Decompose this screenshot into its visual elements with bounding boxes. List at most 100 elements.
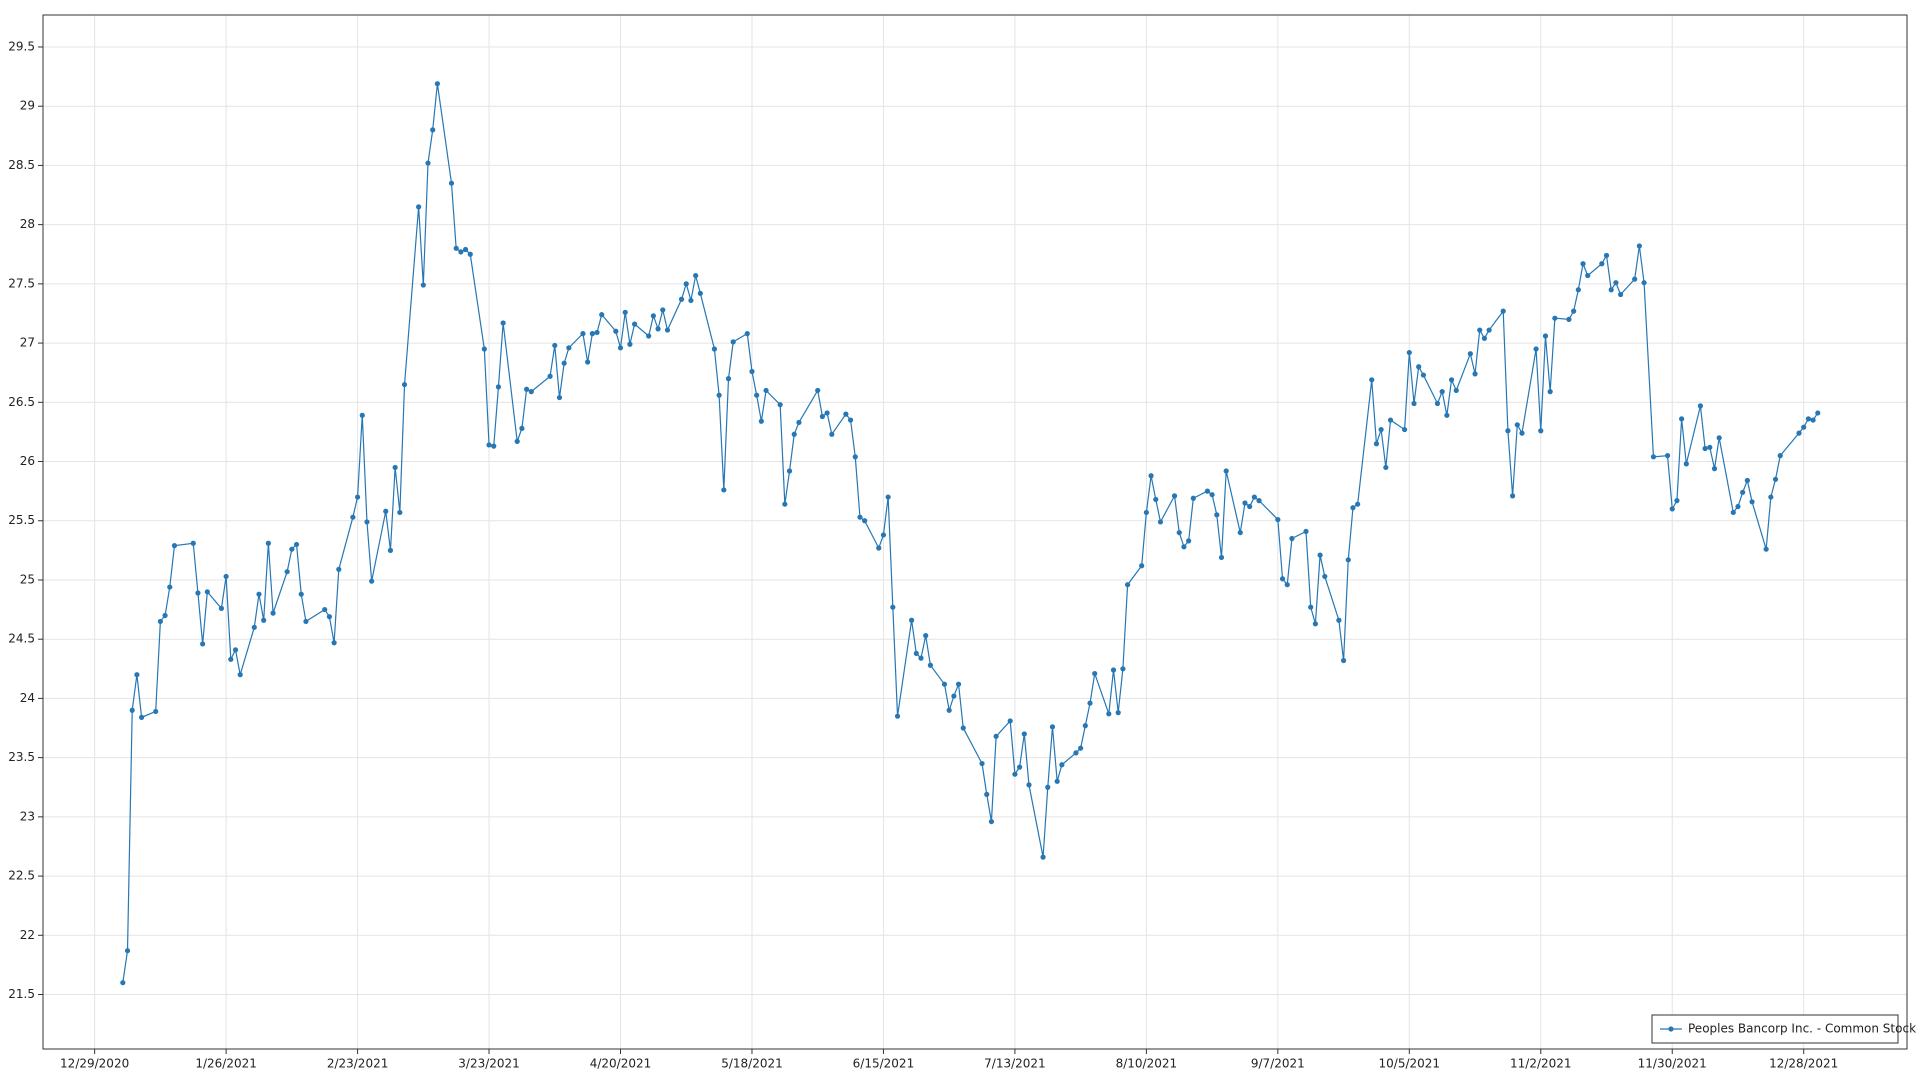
data-point [1467, 351, 1473, 357]
data-point [190, 540, 196, 546]
data-point [786, 468, 793, 474]
data-point [261, 617, 267, 623]
data-point [1214, 512, 1220, 518]
data-point [1500, 308, 1506, 314]
price-line [122, 83, 1819, 983]
data-point [1815, 410, 1821, 416]
data-point [697, 290, 703, 296]
data-point [157, 618, 163, 625]
data-point [1580, 261, 1586, 267]
data-point [599, 312, 605, 318]
x-tick-label: 12/28/2021 [1769, 1057, 1838, 1071]
y-tick-label: 25 [20, 572, 35, 586]
data-point [721, 487, 727, 493]
data-point [1552, 315, 1558, 321]
data-point [359, 412, 365, 418]
data-point [876, 545, 882, 551]
data-point [1683, 461, 1689, 467]
data-point [416, 204, 422, 210]
data-point [1777, 453, 1783, 459]
data-point [1735, 503, 1741, 510]
data-point [1650, 454, 1657, 460]
data-point [1284, 582, 1290, 588]
data-point [1472, 371, 1478, 377]
data-point [1697, 403, 1704, 409]
data-point [589, 331, 595, 337]
data-point [265, 540, 271, 546]
data-point [1641, 280, 1647, 286]
data-point [1603, 252, 1610, 259]
data-point [627, 341, 633, 347]
data-point [1378, 426, 1384, 433]
data-point [129, 707, 135, 713]
data-point [852, 454, 858, 460]
data-point [1322, 573, 1328, 580]
data-point [1763, 546, 1769, 552]
data-point [1124, 582, 1131, 588]
data-point [1444, 412, 1450, 418]
data-point [946, 707, 952, 713]
y-tick-label: 27.5 [8, 276, 35, 290]
data-point [927, 662, 933, 668]
data-point [650, 313, 656, 319]
data-point [1181, 544, 1187, 550]
x-tick-label: 1/26/2021 [195, 1057, 257, 1071]
x-tick-label: 10/5/2021 [1379, 1057, 1441, 1071]
data-point [298, 591, 304, 597]
data-point [646, 333, 652, 339]
data-point [462, 246, 469, 253]
data-point [223, 573, 229, 580]
data-point [134, 672, 140, 678]
data-point [890, 604, 896, 610]
data-point [749, 368, 755, 375]
data-point [1547, 389, 1553, 395]
legend-box [1651, 1014, 1899, 1044]
y-tick-label: 29.5 [8, 39, 35, 53]
data-point [1702, 445, 1708, 452]
data-point [228, 656, 234, 662]
data-point [1247, 503, 1253, 510]
data-point [1420, 372, 1426, 378]
y-tick-label: 22.5 [8, 869, 35, 883]
data-point [124, 948, 131, 954]
data-point [763, 387, 769, 394]
data-point [1017, 764, 1023, 770]
data-point [1237, 529, 1243, 536]
data-point [1317, 552, 1323, 558]
data-point [1448, 377, 1455, 383]
data-point [1519, 430, 1525, 436]
data-point [561, 360, 567, 366]
data-point [1275, 516, 1281, 523]
data-point [1021, 731, 1027, 737]
data-point [688, 297, 694, 304]
data-point [1730, 509, 1736, 516]
data-point [1312, 621, 1319, 627]
data-point [495, 384, 502, 390]
data-point [1477, 327, 1483, 333]
data-point [401, 381, 408, 388]
data-point [1106, 711, 1112, 717]
data-point [683, 281, 689, 287]
data-point [1402, 426, 1408, 433]
data-point [617, 345, 624, 351]
data-point [1289, 535, 1295, 542]
x-tick-label: 12/29/2020 [60, 1057, 129, 1071]
data-point [941, 681, 948, 687]
data-point [1796, 430, 1802, 436]
data-point [528, 389, 534, 395]
data-point [819, 413, 826, 420]
data-point [1279, 576, 1286, 582]
data-point [1308, 604, 1314, 610]
x-tick-label: 2/23/2021 [327, 1057, 389, 1071]
data-point [200, 641, 206, 647]
data-point [1148, 473, 1154, 479]
data-point [988, 818, 995, 825]
data-point [467, 251, 473, 257]
data-point [1575, 287, 1581, 293]
data-point [1087, 700, 1093, 706]
y-tick-label: 28 [20, 217, 35, 231]
data-point [448, 180, 455, 186]
data-point [364, 519, 370, 525]
data-point [796, 419, 802, 426]
data-point [153, 708, 159, 715]
